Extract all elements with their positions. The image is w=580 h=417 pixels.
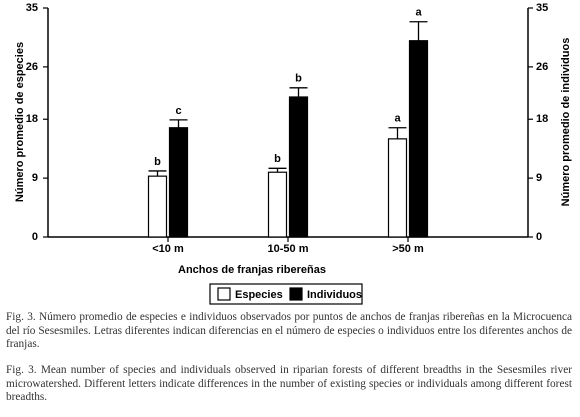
- y2-tick-label: 18: [536, 113, 548, 125]
- y2-tick-label: 0: [536, 231, 542, 243]
- y-tick-label: 0: [32, 231, 38, 243]
- legend-box: [209, 283, 363, 305]
- bar: [147, 175, 168, 238]
- caption-en: Fig. 3. Mean number of species and indiv…: [6, 364, 572, 403]
- y2-tick-label: 9: [536, 172, 542, 184]
- significance-letter: c: [175, 105, 181, 117]
- x-tick-label: >50 m: [392, 243, 424, 255]
- significance-letter: a: [415, 7, 422, 19]
- bar: [288, 96, 309, 238]
- y2-tick-label: 35: [536, 2, 548, 14]
- y-tick-label: 18: [26, 113, 38, 125]
- y-tick-label: 35: [26, 2, 38, 14]
- legend-label: Especies: [235, 289, 283, 301]
- x-axis-label: Anchos de franjas ribereñas: [178, 264, 326, 276]
- bar: [387, 138, 408, 238]
- significance-letter: b: [295, 73, 302, 85]
- legend-swatch: [217, 287, 231, 301]
- y2-tick-label: 26: [536, 61, 548, 73]
- significance-letter: b: [154, 156, 161, 168]
- y-axis-label: Número promedio de especies: [14, 42, 26, 202]
- x-tick-label: 10-50 m: [268, 243, 309, 255]
- chart: Anchos de franjas ribereñas Número prome…: [14, 2, 572, 305]
- y2-axis-label: Número promedio de individuos: [560, 38, 572, 207]
- bar: [408, 40, 429, 238]
- significance-letter: b: [274, 153, 281, 165]
- significance-letter: a: [394, 113, 401, 125]
- y-tick-label: 26: [26, 61, 38, 73]
- bar: [267, 171, 288, 238]
- legend-label: Individuos: [307, 289, 362, 301]
- x-tick-label: <10 m: [152, 243, 184, 255]
- y-tick-label: 9: [32, 172, 38, 184]
- legend-swatch: [289, 287, 303, 301]
- caption-es: Fig. 3. Número promedio de especies e in…: [6, 311, 572, 350]
- bar: [168, 127, 189, 238]
